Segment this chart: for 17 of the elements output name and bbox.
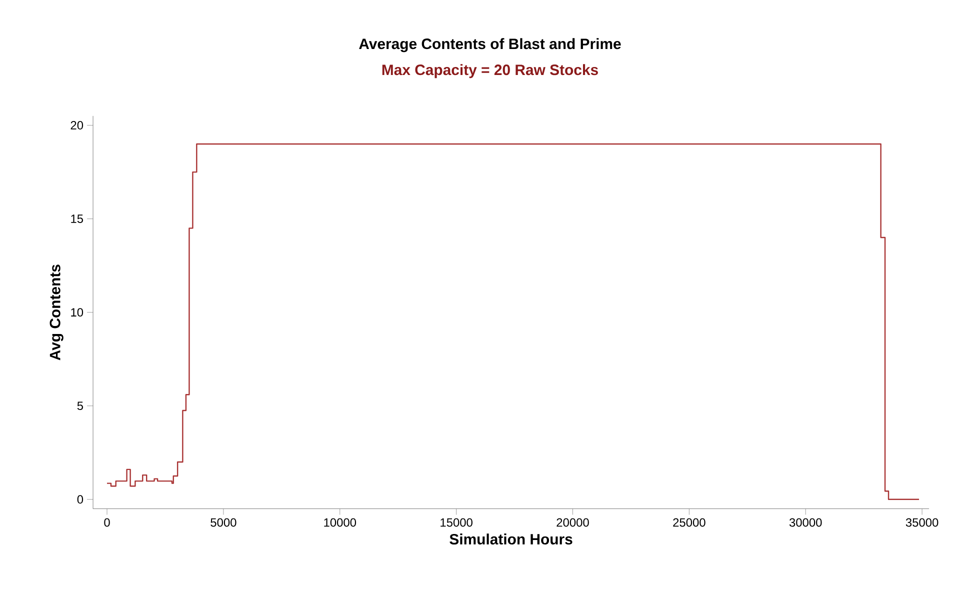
x-tick-label: 0 bbox=[104, 518, 110, 527]
y-axis-title: Avg Contents bbox=[50, 264, 64, 360]
y-tick-label: 5 bbox=[77, 402, 84, 410]
y-tick-label: 10 bbox=[71, 308, 84, 317]
x-tick-label: 10000 bbox=[324, 518, 356, 527]
chart-title: Average Contents of Blast and Prime bbox=[359, 38, 621, 52]
x-tick-label: 20000 bbox=[556, 518, 589, 527]
x-axis-title: Simulation Hours bbox=[450, 534, 572, 545]
x-tick-label: 35000 bbox=[906, 518, 938, 527]
x-tick-label: 25000 bbox=[673, 518, 706, 527]
x-tick-label: 30000 bbox=[789, 518, 822, 527]
chart-subtitle: Max Capacity = 20 Raw Stocks bbox=[382, 64, 598, 78]
y-tick-label: 20 bbox=[70, 121, 84, 130]
y-tick-label: 0 bbox=[77, 495, 84, 504]
y-tick-label: 15 bbox=[71, 214, 84, 223]
x-tick-label: 5000 bbox=[210, 518, 236, 527]
x-tick-label: 15000 bbox=[440, 518, 472, 527]
